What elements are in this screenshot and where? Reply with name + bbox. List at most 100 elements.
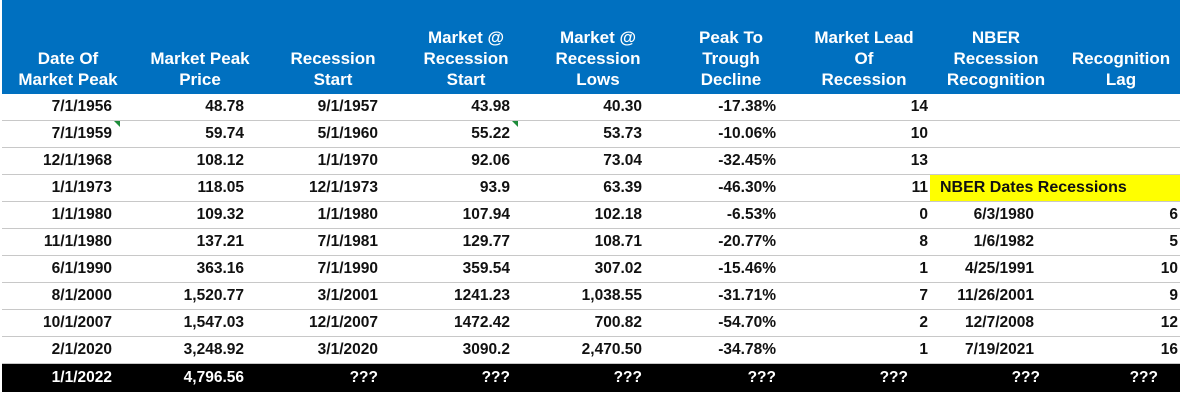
cell-nber-recession-recognition: 7/19/2021 — [930, 336, 1062, 364]
cell-nber-recession-recognition: 4/25/1991 — [930, 255, 1062, 283]
table-row: 11/1/1980 137.21 7/1/1981 129.77 108.71 … — [2, 228, 1180, 256]
cell-recession-start: 3/1/2001 — [266, 282, 400, 310]
cell-market-at-recession-lows: 63.39 — [532, 174, 664, 202]
cell-market-lead-of-recession: 11 — [798, 174, 930, 202]
table-row: 7/1/1956 48.78 9/1/1957 43.98 40.30 -17.… — [2, 94, 1180, 121]
cell-market-at-recession-lows: ??? — [532, 363, 664, 392]
cell-date-of-market-peak: 7/1/1959 — [2, 120, 134, 148]
cell-recession-start: ??? — [266, 363, 400, 392]
cell-date-of-market-peak: 2/1/2020 — [2, 336, 134, 364]
cell-peak-to-trough-decline: -34.78% — [664, 336, 798, 364]
cell-date-of-market-peak: 1/1/2022 — [2, 363, 134, 392]
comment-marker-icon[interactable] — [512, 121, 518, 127]
cell-peak-to-trough-decline: -20.77% — [664, 228, 798, 256]
table-row: 6/1/1990 363.16 7/1/1990 359.54 307.02 -… — [2, 255, 1180, 283]
cell-recognition-lag: 9 — [1062, 282, 1180, 310]
cell-market-lead-of-recession: 7 — [798, 282, 930, 310]
cell-market-at-recession-start: 43.98 — [400, 94, 532, 121]
cell-market-lead-of-recession: 0 — [798, 201, 930, 229]
cell-market-at-recession-start: ??? — [400, 363, 532, 392]
cell-recession-start: 9/1/1957 — [266, 94, 400, 121]
cell-date-of-market-peak: 8/1/2000 — [2, 282, 134, 310]
cell-market-at-recession-start: 359.54 — [400, 255, 532, 283]
table-row: 12/1/1968 108.12 1/1/1970 92.06 73.04 -3… — [2, 147, 1180, 175]
cell-market-lead-of-recession: ??? — [798, 363, 930, 392]
cell-market-at-recession-lows: 73.04 — [532, 147, 664, 175]
nber-dates-recessions-note: NBER Dates Recessions — [930, 174, 1180, 202]
cell-market-peak-price: 1,520.77 — [134, 282, 266, 310]
cell-nber-recession-recognition: 1/6/1982 — [930, 228, 1062, 256]
cell-market-at-recession-lows: 2,470.50 — [532, 336, 664, 364]
header-market-peak-price: Market Peak Price — [134, 0, 266, 94]
header-market-at-recession-start: Market @ Recession Start — [400, 0, 532, 94]
cell-market-at-recession-start: 55.22 — [400, 120, 532, 148]
cell-market-peak-price: 48.78 — [134, 94, 266, 121]
table-row: 1/1/1973 118.05 12/1/1973 93.9 63.39 -46… — [2, 174, 1180, 202]
cell-recognition-lag: 16 — [1062, 336, 1180, 364]
cell-peak-to-trough-decline: -17.38% — [664, 94, 798, 121]
cell-market-at-recession-lows: 307.02 — [532, 255, 664, 283]
cell-recognition-lag: ??? — [1062, 363, 1180, 392]
cell-date-of-market-peak: 1/1/1980 — [2, 201, 134, 229]
cell-nber-recession-recognition — [930, 94, 1062, 121]
cell-market-at-recession-start: 1472.42 — [400, 309, 532, 337]
cell-recognition-lag: 10 — [1062, 255, 1180, 283]
cell-recognition-lag — [1062, 120, 1180, 148]
header-date-of-market-peak: Date Of Market Peak — [2, 0, 134, 94]
cell-market-at-recession-lows: 53.73 — [532, 120, 664, 148]
cell-date-of-market-peak: 10/1/2007 — [2, 309, 134, 337]
cell-peak-to-trough-decline: -10.06% — [664, 120, 798, 148]
cell-recognition-lag — [1062, 147, 1180, 175]
cell-market-at-recession-start: 129.77 — [400, 228, 532, 256]
table-row: 8/1/2000 1,520.77 3/1/2001 1241.23 1,038… — [2, 282, 1180, 310]
recession-table: Date Of Market Peak Market Peak Price Re… — [2, 0, 1180, 392]
header-market-at-recession-lows: Market @ Recession Lows — [532, 0, 664, 94]
cell-market-at-recession-start: 93.9 — [400, 174, 532, 202]
cell-market-lead-of-recession: 10 — [798, 120, 930, 148]
cell-market-peak-price: 118.05 — [134, 174, 266, 202]
cell-market-lead-of-recession: 13 — [798, 147, 930, 175]
cell-nber-recession-recognition — [930, 147, 1062, 175]
cell-recognition-lag: 12 — [1062, 309, 1180, 337]
cell-market-at-recession-start: 3090.2 — [400, 336, 532, 364]
header-peak-to-trough-decline: Peak To Trough Decline — [664, 0, 798, 94]
cell-date-of-market-peak: 12/1/1968 — [2, 147, 134, 175]
cell-peak-to-trough-decline: -15.46% — [664, 255, 798, 283]
cell-market-lead-of-recession: 8 — [798, 228, 930, 256]
comment-marker-icon[interactable] — [114, 121, 120, 127]
current-peak-row: 1/1/2022 4,796.56 ??? ??? ??? ??? ??? ??… — [2, 363, 1180, 392]
cell-text: 7/1/1959 — [51, 125, 112, 142]
cell-recession-start: 1/1/1970 — [266, 147, 400, 175]
cell-recession-start: 3/1/2020 — [266, 336, 400, 364]
header-recognition-lag: Recognition Lag — [1062, 0, 1180, 94]
cell-market-at-recession-start: 107.94 — [400, 201, 532, 229]
cell-peak-to-trough-decline: ??? — [664, 363, 798, 392]
cell-recession-start: 7/1/1981 — [266, 228, 400, 256]
cell-peak-to-trough-decline: -31.71% — [664, 282, 798, 310]
cell-date-of-market-peak: 1/1/1973 — [2, 174, 134, 202]
cell-peak-to-trough-decline: -46.30% — [664, 174, 798, 202]
header-market-lead-of-recession: Market Lead Of Recession — [798, 0, 930, 94]
cell-peak-to-trough-decline: -6.53% — [664, 201, 798, 229]
cell-market-lead-of-recession: 1 — [798, 255, 930, 283]
cell-market-lead-of-recession: 2 — [798, 309, 930, 337]
cell-date-of-market-peak: 6/1/1990 — [2, 255, 134, 283]
cell-market-peak-price: 1,547.03 — [134, 309, 266, 337]
cell-text: 55.22 — [471, 125, 510, 142]
cell-market-peak-price: 109.32 — [134, 201, 266, 229]
cell-market-peak-price: 108.12 — [134, 147, 266, 175]
table-row: 2/1/2020 3,248.92 3/1/2020 3090.2 2,470.… — [2, 336, 1180, 364]
header-nber-recession-recognition: NBER Recession Recognition — [930, 0, 1062, 94]
cell-market-lead-of-recession: 1 — [798, 336, 930, 364]
cell-recognition-lag: 5 — [1062, 228, 1180, 256]
cell-nber-recession-recognition: 11/26/2001 — [930, 282, 1062, 310]
cell-market-at-recession-start: 1241.23 — [400, 282, 532, 310]
table-row: 10/1/2007 1,547.03 12/1/2007 1472.42 700… — [2, 309, 1180, 337]
cell-market-lead-of-recession: 14 — [798, 94, 930, 121]
cell-nber-recession-recognition — [930, 120, 1062, 148]
cell-market-peak-price: 59.74 — [134, 120, 266, 148]
cell-recession-start: 1/1/1980 — [266, 201, 400, 229]
cell-market-at-recession-lows: 108.71 — [532, 228, 664, 256]
cell-market-peak-price: 3,248.92 — [134, 336, 266, 364]
cell-recognition-lag: 6 — [1062, 201, 1180, 229]
